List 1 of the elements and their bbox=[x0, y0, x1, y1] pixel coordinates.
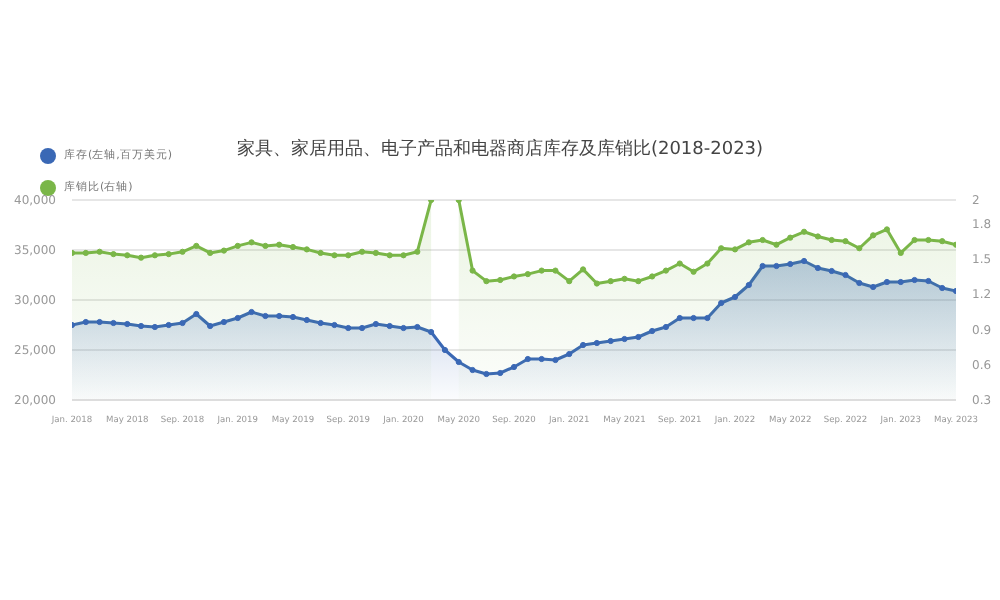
chart-title: 家具、家居用品、电子产品和电器商店库存及库销比(2018-2023) bbox=[236, 140, 764, 160]
